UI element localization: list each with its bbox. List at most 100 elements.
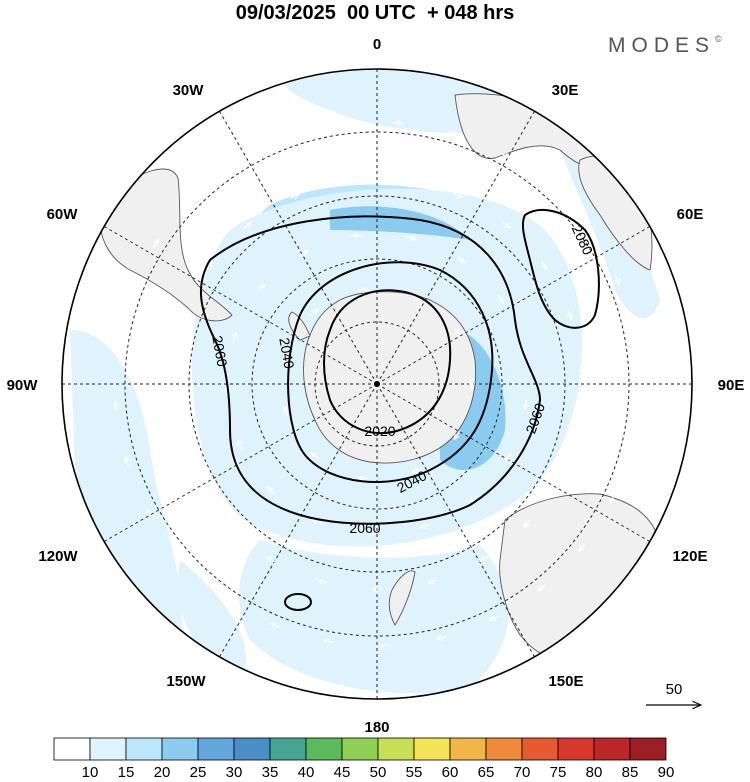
wind-vector bbox=[116, 401, 117, 412]
wind-vector bbox=[585, 226, 592, 234]
south-america-land bbox=[98, 168, 233, 322]
brand-name: MODES bbox=[608, 34, 716, 57]
wind-vector bbox=[359, 477, 369, 478]
wind-vector bbox=[205, 262, 212, 271]
wind-vector bbox=[406, 237, 416, 239]
colorbar-swatch bbox=[629, 737, 667, 761]
wind-vector bbox=[233, 332, 236, 342]
wind-vector bbox=[540, 260, 547, 269]
map-field: 2020 2040 2040 2060 2060 2060 2080 bbox=[62, 69, 692, 699]
wind-vector bbox=[324, 641, 334, 643]
lon-label-90w: 90W bbox=[7, 377, 39, 394]
lon-label-150e: 150E bbox=[548, 673, 583, 690]
map-boundary bbox=[61, 68, 693, 700]
colorbar-swatch bbox=[341, 737, 379, 761]
wind-vector bbox=[182, 311, 185, 321]
colorbar-label: 80 bbox=[586, 764, 603, 781]
wind-vector bbox=[289, 193, 299, 198]
wind-vector bbox=[428, 580, 438, 583]
wind-vector bbox=[299, 251, 308, 257]
wind-vector bbox=[175, 421, 177, 432]
colorbar-label: 30 bbox=[226, 764, 243, 781]
wind-vector bbox=[609, 494, 614, 504]
wind-vector bbox=[392, 122, 402, 123]
contour-label-2020: 2020 bbox=[364, 423, 395, 439]
contour-closed-small bbox=[284, 593, 312, 611]
colorbar-swatch bbox=[233, 737, 271, 761]
colorbar-swatch bbox=[521, 737, 559, 761]
wind-vector bbox=[312, 518, 322, 523]
colorbar-swatch bbox=[269, 737, 307, 761]
lon-label-90e: 90E bbox=[718, 377, 745, 394]
colorbar-label: 70 bbox=[514, 764, 531, 781]
meridian-line bbox=[376, 383, 651, 542]
wind-vector bbox=[399, 180, 409, 181]
wind-vectors bbox=[116, 122, 640, 646]
meridian-line bbox=[376, 383, 535, 658]
antarctica-land bbox=[303, 291, 477, 464]
colorbar-label: 50 bbox=[370, 764, 387, 781]
colorbar-label: 20 bbox=[154, 764, 171, 781]
wind-vector bbox=[448, 132, 458, 135]
colorbar-label: 10 bbox=[82, 764, 99, 781]
wind-vector bbox=[193, 474, 198, 484]
wind-vector bbox=[179, 556, 187, 564]
contour-2020 bbox=[323, 289, 452, 435]
longitude-labels: 0 30E 60E 90E 120E 150E 180 150W 120W 90… bbox=[7, 36, 745, 736]
wind-vector bbox=[453, 328, 459, 336]
wind-vector bbox=[350, 235, 361, 236]
colorbar-swatch bbox=[305, 737, 343, 761]
wind-vector bbox=[501, 220, 510, 227]
wind-vector bbox=[147, 509, 153, 519]
wind-vector bbox=[436, 637, 447, 639]
map-title: 09/03/2025 00 UTC + 048 hrs bbox=[235, 2, 515, 24]
lon-label-120e: 120E bbox=[672, 548, 707, 565]
lon-label-30w: 30W bbox=[173, 82, 205, 99]
wind-vector bbox=[453, 194, 463, 199]
wind-vector bbox=[237, 440, 242, 450]
contour-2060 bbox=[199, 215, 542, 525]
meridian-line bbox=[219, 110, 378, 385]
wind-vector bbox=[630, 441, 632, 452]
wind-vector bbox=[172, 366, 173, 376]
wind-vector bbox=[500, 152, 510, 158]
contour-2080 bbox=[521, 209, 600, 329]
latitude-circle bbox=[251, 258, 503, 510]
colorbar-swatch bbox=[557, 737, 595, 761]
australia-land bbox=[499, 493, 659, 661]
contour-2040 bbox=[287, 261, 494, 483]
meridian-line bbox=[103, 383, 378, 542]
wind-vector bbox=[506, 452, 511, 461]
colorbar-swatch bbox=[593, 737, 631, 761]
colorbar-label: 35 bbox=[262, 764, 279, 781]
wind-vector bbox=[579, 543, 586, 552]
wind-vector bbox=[242, 222, 251, 230]
copyright-mark: © bbox=[715, 34, 722, 44]
wind-vector bbox=[280, 137, 290, 140]
meridian-line bbox=[376, 110, 535, 385]
colorbar-label: 45 bbox=[334, 764, 351, 781]
wind-vector bbox=[267, 557, 276, 563]
colorbar-swatch bbox=[197, 737, 235, 761]
wind-vector bbox=[335, 124, 346, 125]
lon-label-60e: 60E bbox=[677, 206, 704, 223]
colorbar-label: 65 bbox=[478, 764, 495, 781]
colorbar-label: 90 bbox=[658, 764, 675, 781]
wind-vector bbox=[615, 274, 620, 284]
wind-vector bbox=[257, 285, 264, 293]
lon-label-180: 180 bbox=[364, 719, 389, 736]
colorbar-label: 85 bbox=[622, 764, 639, 781]
colorbar-label: 15 bbox=[118, 764, 135, 781]
wind-vector bbox=[538, 584, 547, 591]
wind-vector bbox=[270, 623, 280, 627]
colorbar-label: 60 bbox=[442, 764, 459, 781]
wind-vector bbox=[568, 309, 571, 319]
wind-vector bbox=[358, 289, 369, 290]
wind-vector bbox=[469, 495, 478, 502]
lon-label-30e: 30E bbox=[552, 82, 579, 99]
colorbar-label: 75 bbox=[550, 764, 567, 781]
new-zealand-land bbox=[388, 570, 416, 626]
height-contours bbox=[199, 209, 600, 611]
wind-vector bbox=[577, 420, 579, 430]
